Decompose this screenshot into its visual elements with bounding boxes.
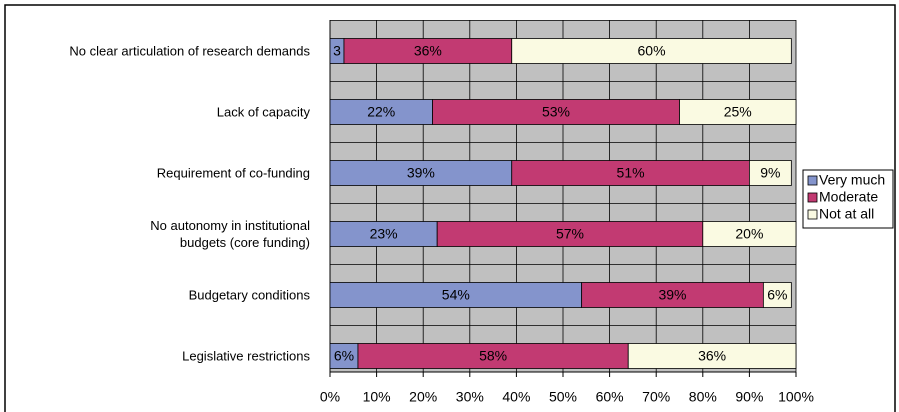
bar-segment	[581, 282, 764, 308]
bar-segment	[329, 282, 583, 308]
x-tick-label: 40%	[502, 389, 530, 405]
category-label: Requirement of co-funding	[156, 165, 310, 181]
value-label: 6%	[767, 287, 787, 303]
value-label: 22%	[367, 104, 395, 120]
x-tick-label: 20%	[409, 389, 437, 405]
value-label: 54%	[442, 287, 470, 303]
value-label: 53%	[542, 104, 570, 120]
x-tick-label: 80%	[689, 389, 717, 405]
x-tick-label: 70%	[642, 389, 670, 405]
bar-segment	[511, 160, 750, 186]
value-label: 36%	[698, 348, 726, 364]
value-label: 36%	[414, 43, 442, 59]
x-tick-label: 100%	[778, 389, 814, 405]
category-label: Budgetary conditions	[188, 287, 310, 303]
value-label: 25%	[724, 104, 752, 120]
bar-segment	[343, 38, 513, 64]
x-tick-label: 30%	[456, 389, 484, 405]
x-tick-label: 10%	[363, 389, 391, 405]
value-label: 57%	[556, 226, 584, 242]
x-tick-label: 90%	[735, 389, 763, 405]
value-label: 9%	[760, 165, 780, 181]
x-tick-label: 0%	[320, 389, 340, 405]
value-label: 60%	[638, 43, 666, 59]
frame	[4, 4, 896, 412]
legend-swatch	[807, 209, 818, 220]
x-tick-label: 60%	[596, 389, 624, 405]
bar-segment	[357, 343, 629, 369]
bar-segment	[679, 99, 797, 125]
value-label: 51%	[617, 165, 645, 181]
value-label: 39%	[407, 165, 435, 181]
value-label: 20%	[735, 226, 763, 242]
bar-segment	[627, 343, 797, 369]
bar-segment	[436, 221, 704, 247]
category-label: Legislative restrictions	[182, 348, 310, 364]
legend-label: Very much	[819, 172, 885, 188]
legend-label: Not at all	[819, 206, 874, 222]
bar-segment	[329, 221, 438, 247]
bar-segment	[329, 160, 513, 186]
legend-swatch	[807, 192, 818, 203]
value-label: 58%	[479, 348, 507, 364]
category-label: No clear articulation of research demand…	[69, 43, 310, 59]
bar-segment	[762, 282, 792, 308]
value-label: 6%	[334, 348, 354, 364]
category-label: Lack of capacity	[216, 104, 310, 120]
legend-label: Moderate	[819, 189, 878, 205]
bar-segment	[749, 160, 792, 186]
value-label: 23%	[370, 226, 398, 242]
value-label: 3	[333, 43, 341, 59]
bar-segment	[511, 38, 792, 64]
x-tick-label: 50%	[549, 389, 577, 405]
bar-segment	[432, 99, 680, 125]
category-label: No autonomy in institutional budgets (co…	[150, 218, 310, 250]
value-label: 39%	[658, 287, 686, 303]
bar-segment	[702, 221, 797, 247]
bar-segment	[329, 99, 433, 125]
legend-swatch	[807, 175, 818, 186]
legend-box	[802, 169, 894, 229]
